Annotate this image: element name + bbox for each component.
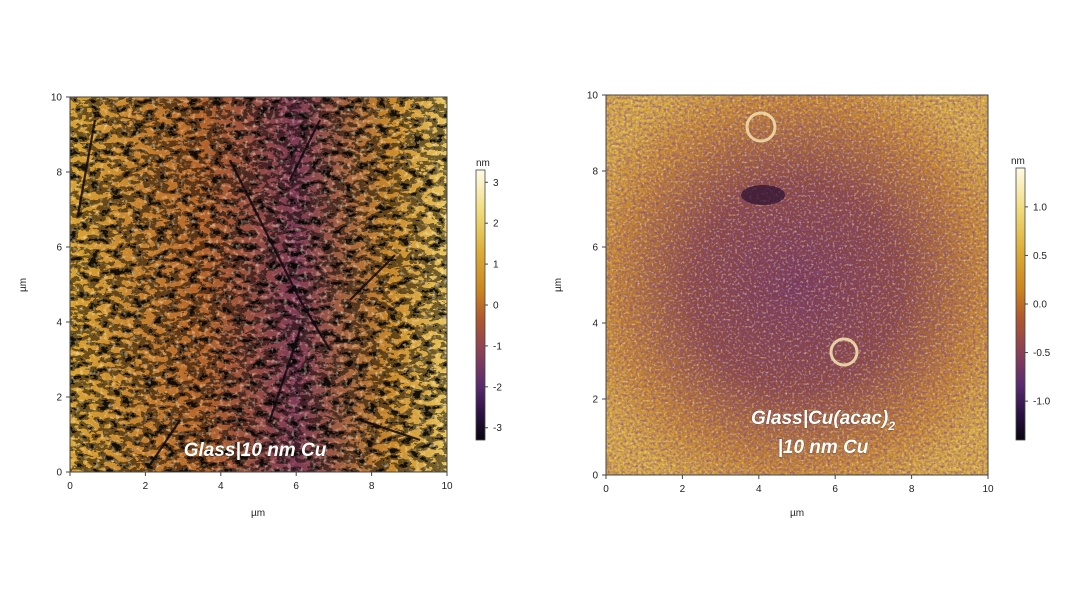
- afm-panel-right: 0 2 4 6 8 10 0 2 4 6 8 10 µm µm Glass|Cu(acac)2 |10…: [533, 0, 1066, 600]
- colorbar-tick-label: 2: [493, 219, 499, 230]
- x-tick-label: 10: [441, 481, 453, 492]
- x-tick-label: 2: [680, 484, 686, 495]
- afm-panel-left: 0 2 4 6 8 10 0 2 4 6 8 10 µm µm Glass|10 nm Cu nm 3…: [18, 93, 502, 520]
- colorbar-tick-label: 1: [493, 260, 499, 271]
- colorbar-left: [475, 169, 486, 441]
- y-tick-label: 10: [51, 93, 63, 104]
- colorbar-tick-label: -0.5: [1033, 348, 1051, 359]
- y-tick-label: 6: [592, 243, 598, 254]
- x-tick-label: 8: [369, 481, 375, 492]
- sample-caption-right-main: Glass|Cu(acac): [751, 408, 888, 429]
- y-tick-label: 8: [56, 168, 62, 179]
- colorbar-tick-label: 1.0: [1033, 202, 1047, 213]
- x-tick-label: 6: [293, 481, 299, 492]
- sample-caption-right-line2: |10 nm Cu: [778, 437, 869, 458]
- y-tick-label: 2: [56, 393, 62, 404]
- afm-image-left: [70, 97, 447, 472]
- x-tick-label: 10: [982, 484, 994, 495]
- y-tick-label: 8: [592, 167, 598, 178]
- y-axis-label-right: µm: [553, 278, 564, 292]
- colorbar-tick-label: -1.0: [1033, 397, 1051, 408]
- afm-image-right: [606, 95, 988, 475]
- y-tick-label: 0: [56, 468, 62, 479]
- x-axis-label-right: µm: [790, 508, 804, 519]
- y-tick-label: 10: [587, 91, 599, 102]
- x-tick-label: 0: [603, 484, 609, 495]
- colorbar-tick-label: 0.0: [1033, 300, 1047, 311]
- x-axis-label-left: µm: [251, 508, 265, 519]
- x-tick-label: 4: [756, 484, 762, 495]
- x-tick-label: 2: [143, 481, 149, 492]
- y-tick-label: 4: [592, 319, 598, 330]
- colorbar-tick-label: 3: [493, 178, 499, 189]
- x-tick-label: 0: [67, 481, 73, 492]
- y-tick-label: 4: [56, 318, 62, 329]
- y-tick-label: 6: [56, 243, 62, 254]
- y-tick-label: 2: [592, 395, 598, 406]
- colorbar-unit-left: nm: [476, 158, 490, 169]
- plot-frame-right: [605, 94, 989, 476]
- x-tick-label: 4: [218, 481, 224, 492]
- colorbar-ticks-right: 1.0 0.5 0.0 -0.5 -1.0: [1025, 202, 1051, 408]
- colorbar-tick-label: -1: [493, 341, 502, 352]
- sample-caption-right: Glass|Cu(acac)2: [751, 408, 895, 433]
- colorbar-tick-label: 0: [493, 301, 499, 312]
- axis-ticks-right: 0 2 4 6 8 10 0 2 4 6 8 10: [587, 91, 994, 496]
- colorbar-tick-label: -3: [493, 423, 502, 434]
- y-tick-label: 0: [592, 471, 598, 482]
- plot-frame-left: [69, 96, 448, 473]
- sample-caption-left-main: Glass|10 nm Cu: [184, 440, 327, 461]
- axis-ticks-left: 0 2 4 6 8 10 0 2 4 6 8 10: [51, 93, 453, 493]
- colorbar-right: [1015, 167, 1026, 441]
- sample-caption-right-subscript: 2: [887, 419, 895, 433]
- y-axis-label-left: µm: [18, 278, 29, 292]
- colorbar-ticks-left: 3 2 1 0 -1 -2 -3: [485, 178, 502, 434]
- x-tick-label: 8: [909, 484, 915, 495]
- x-tick-label: 6: [832, 484, 838, 495]
- sample-caption-left: Glass|10 nm Cu: [184, 440, 327, 461]
- colorbar-tick-label: 0.5: [1033, 251, 1047, 262]
- colorbar-tick-label: -2: [493, 382, 502, 393]
- colorbar-unit-right: nm: [1011, 156, 1025, 167]
